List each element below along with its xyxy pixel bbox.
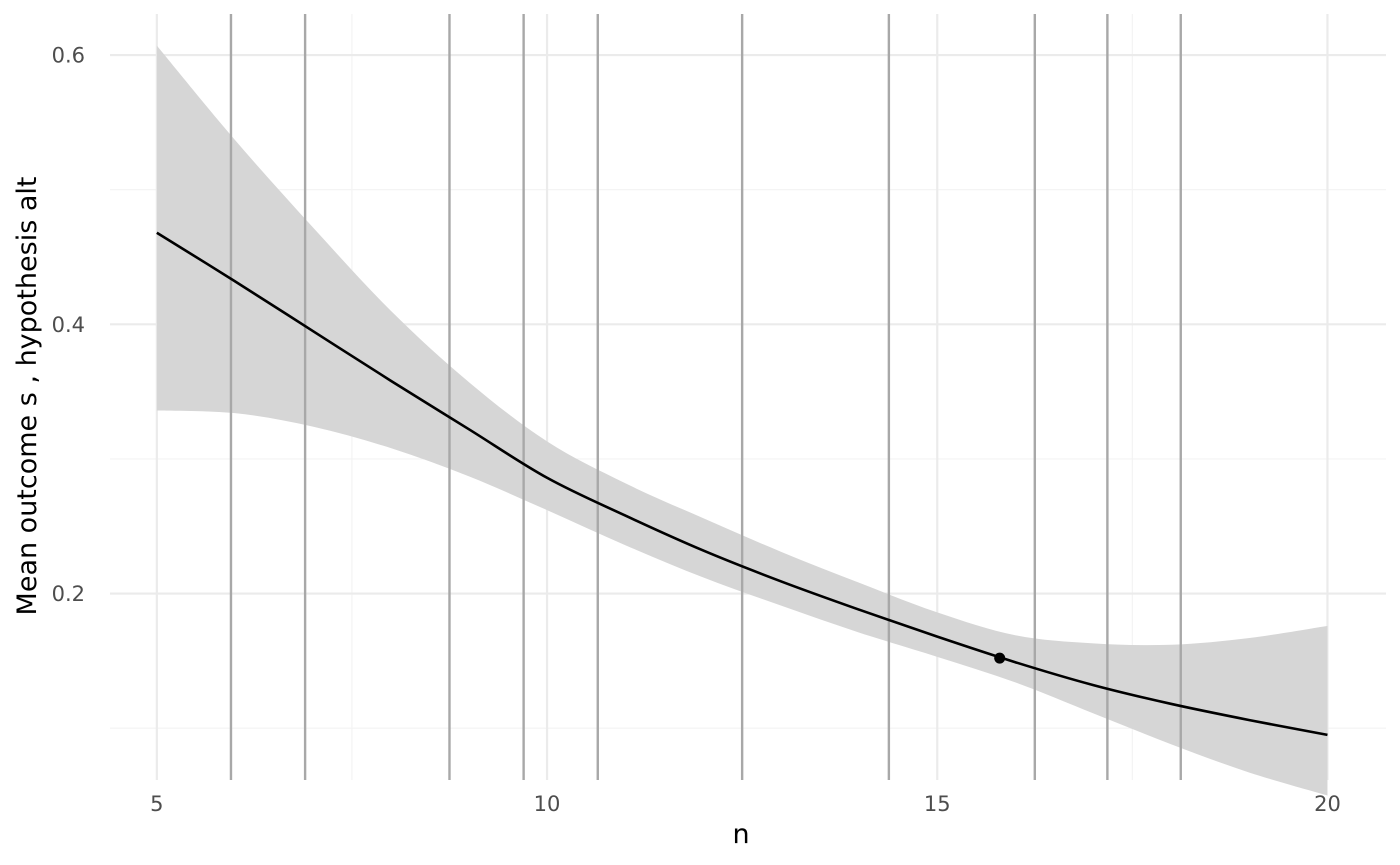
y-axis-ticks: 0.2 0.4 0.6	[52, 44, 85, 606]
y-tick-label: 0.4	[52, 313, 85, 337]
confidence-band	[156, 45, 1328, 796]
y-tick-label: 0.2	[52, 582, 85, 606]
mean-outcome-curve	[156, 231, 1328, 737]
x-axis-title: n	[732, 819, 749, 850]
vertical-reference-lines	[229, 14, 1182, 780]
x-tick-label: 20	[1314, 792, 1341, 816]
highlight-point	[994, 652, 1006, 664]
confidence-ribbon	[156, 45, 1328, 796]
y-axis-title: Mean outcome s , hypothesis alt	[12, 177, 43, 616]
x-axis-ticks: 5 10 15 20	[150, 792, 1341, 816]
highlight-point-layer	[994, 652, 1006, 664]
x-tick-label: 15	[924, 792, 951, 816]
x-tick-label: 5	[150, 792, 163, 816]
mean-outcome-line	[156, 231, 1328, 737]
y-tick-label: 0.6	[52, 44, 85, 68]
x-tick-label: 10	[534, 792, 561, 816]
